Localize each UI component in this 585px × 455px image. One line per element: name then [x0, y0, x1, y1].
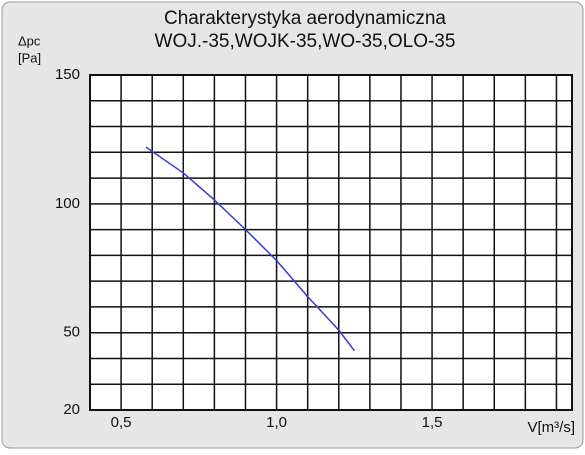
y-tick-label: 50 [63, 324, 80, 341]
plot-area [89, 74, 573, 411]
y-tick-label: 20 [63, 401, 80, 418]
y-axis-unit: [Pa] [18, 50, 41, 65]
y-tick-label: 150 [55, 66, 80, 83]
data-line [145, 146, 355, 352]
x-tick-label: 1,0 [266, 414, 287, 431]
y-tick-label: 100 [55, 195, 80, 212]
chart-title: Charakterystyka aerodynamiczna [164, 8, 446, 29]
chart-subtitle: WOJ.-35,WOJK-35,WO-35,OLO-35 [155, 31, 456, 52]
x-tick-label: 1,5 [422, 414, 443, 431]
x-axis-label: V[m³/s] [528, 419, 576, 436]
y-axis-label: Δpc [18, 33, 41, 48]
x-tick-label: 0,5 [111, 414, 132, 431]
